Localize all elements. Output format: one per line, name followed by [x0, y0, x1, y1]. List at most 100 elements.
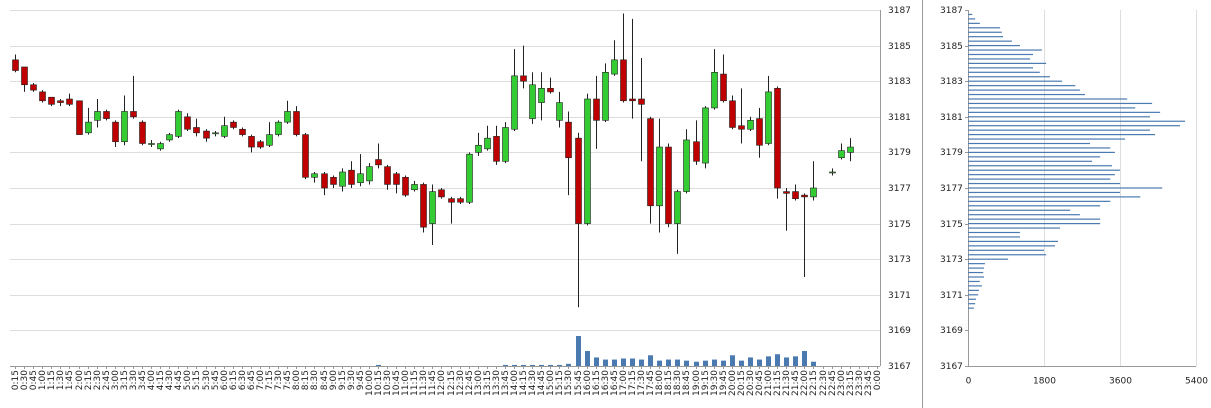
x-tick-label: 12:00 [437, 370, 447, 396]
x-tick-label: 13:45 [501, 370, 511, 396]
candle-body [611, 59, 618, 75]
candle-body [239, 128, 246, 135]
volume-bar [612, 359, 617, 366]
profile-bar [968, 58, 1031, 60]
profile-bar [968, 85, 1076, 87]
candle-body [420, 184, 427, 228]
x-tick-label: 20:45 [755, 370, 765, 396]
candle-body [402, 177, 409, 196]
x-tick-label: 21:45 [791, 370, 801, 396]
profile-bar [968, 223, 1101, 225]
x-tick-label: 8:00 [292, 370, 302, 390]
candle-body [484, 137, 491, 150]
candle-body [157, 143, 164, 150]
y-tick-label: 3175 [940, 220, 963, 230]
candle-body [547, 88, 554, 93]
profile-bar [968, 120, 1186, 122]
profile-bar [968, 231, 1020, 234]
candle-body [357, 173, 364, 183]
candle-body [801, 194, 808, 198]
candle-body [384, 166, 391, 185]
candle-body [321, 173, 328, 189]
profile-bar [968, 129, 1150, 131]
x-tick-label: 2:45 [102, 370, 112, 390]
y-tick-label: 3169 [940, 326, 963, 336]
x-tick-label: 15:15 [555, 370, 565, 396]
candle-body [221, 125, 228, 137]
candle-body [311, 173, 318, 178]
candle-body [148, 143, 155, 145]
y-tick-label: 3171 [888, 291, 911, 301]
candle-body [248, 136, 255, 148]
x-tick-label: 23:30 [855, 370, 865, 396]
candle-body [438, 189, 445, 198]
x-tick-label: 11:15 [410, 370, 420, 396]
x-tick-label: 10:00 [365, 370, 375, 396]
candle-body [193, 127, 200, 134]
x-tick-label: 15:00 [546, 370, 556, 396]
profile-bar [968, 245, 1055, 247]
candle-body [493, 136, 500, 162]
profile-bar [968, 22, 980, 24]
candle-body [212, 132, 219, 135]
profile-bar [968, 205, 1101, 207]
y-tick-label: 3185 [888, 42, 911, 52]
y-tick-label: 3177 [940, 184, 963, 194]
profile-bar [968, 169, 1120, 171]
profile-bar [968, 218, 1101, 220]
volume-bar [712, 359, 717, 366]
volume-bar [576, 336, 581, 366]
x-tick-label: 1800 [1033, 377, 1056, 387]
y-tick-label: 3181 [888, 113, 911, 123]
candle-body [838, 150, 845, 159]
x-tick-label: 0 [966, 377, 972, 387]
x-tick-label: 1:30 [56, 370, 66, 390]
x-tick-label: 21:15 [773, 370, 783, 396]
candle-body [629, 98, 636, 102]
volume-bar [603, 359, 608, 366]
candle-body [529, 84, 536, 119]
x-tick-label: 23:15 [846, 370, 856, 396]
candle-body [774, 88, 781, 189]
candle-body [166, 134, 173, 141]
x-tick-label: 17:15 [628, 370, 638, 396]
x-tick-label: 11:45 [428, 370, 438, 396]
volume-bar [784, 357, 789, 366]
candle-body [520, 75, 527, 82]
candle-body [411, 184, 418, 191]
y-tick-label: 3183 [940, 77, 963, 87]
x-tick-label: 0:15 [11, 370, 21, 390]
volume-bar [802, 351, 807, 366]
x-tick-label: 4:30 [165, 370, 175, 390]
x-tick-label: 7:30 [274, 370, 284, 390]
candle-body [366, 166, 373, 182]
profile-bar [968, 45, 1020, 47]
profile-bar [968, 53, 1034, 56]
profile-bar [968, 111, 1161, 113]
candle-body [103, 111, 110, 119]
x-tick-label: 10:45 [392, 370, 402, 396]
profile-bar [968, 249, 1044, 251]
profile-bar [968, 40, 1012, 42]
profile-bar [968, 214, 1080, 216]
profile-bar [968, 276, 985, 278]
volume-bar [703, 360, 708, 366]
profile-bar [968, 191, 1120, 194]
volume-bar [739, 360, 744, 366]
candle-body [21, 66, 28, 86]
candle-body [30, 84, 37, 91]
volume-bar [748, 357, 753, 366]
volume-bar [666, 359, 671, 366]
candle-body [538, 88, 545, 103]
candle-body [266, 134, 273, 146]
x-tick-label: 12:30 [456, 370, 466, 396]
y-tick-label: 3181 [940, 113, 963, 123]
x-tick-label: 22:45 [828, 370, 838, 396]
x-tick-label: 3600 [1109, 377, 1132, 387]
candle-body [375, 159, 382, 166]
candle-body [448, 198, 455, 203]
profile-bar [968, 80, 1063, 82]
x-tick-label: 19:00 [692, 370, 702, 396]
profile-bar [968, 151, 1115, 153]
x-tick-label: 23:00 [837, 370, 847, 396]
